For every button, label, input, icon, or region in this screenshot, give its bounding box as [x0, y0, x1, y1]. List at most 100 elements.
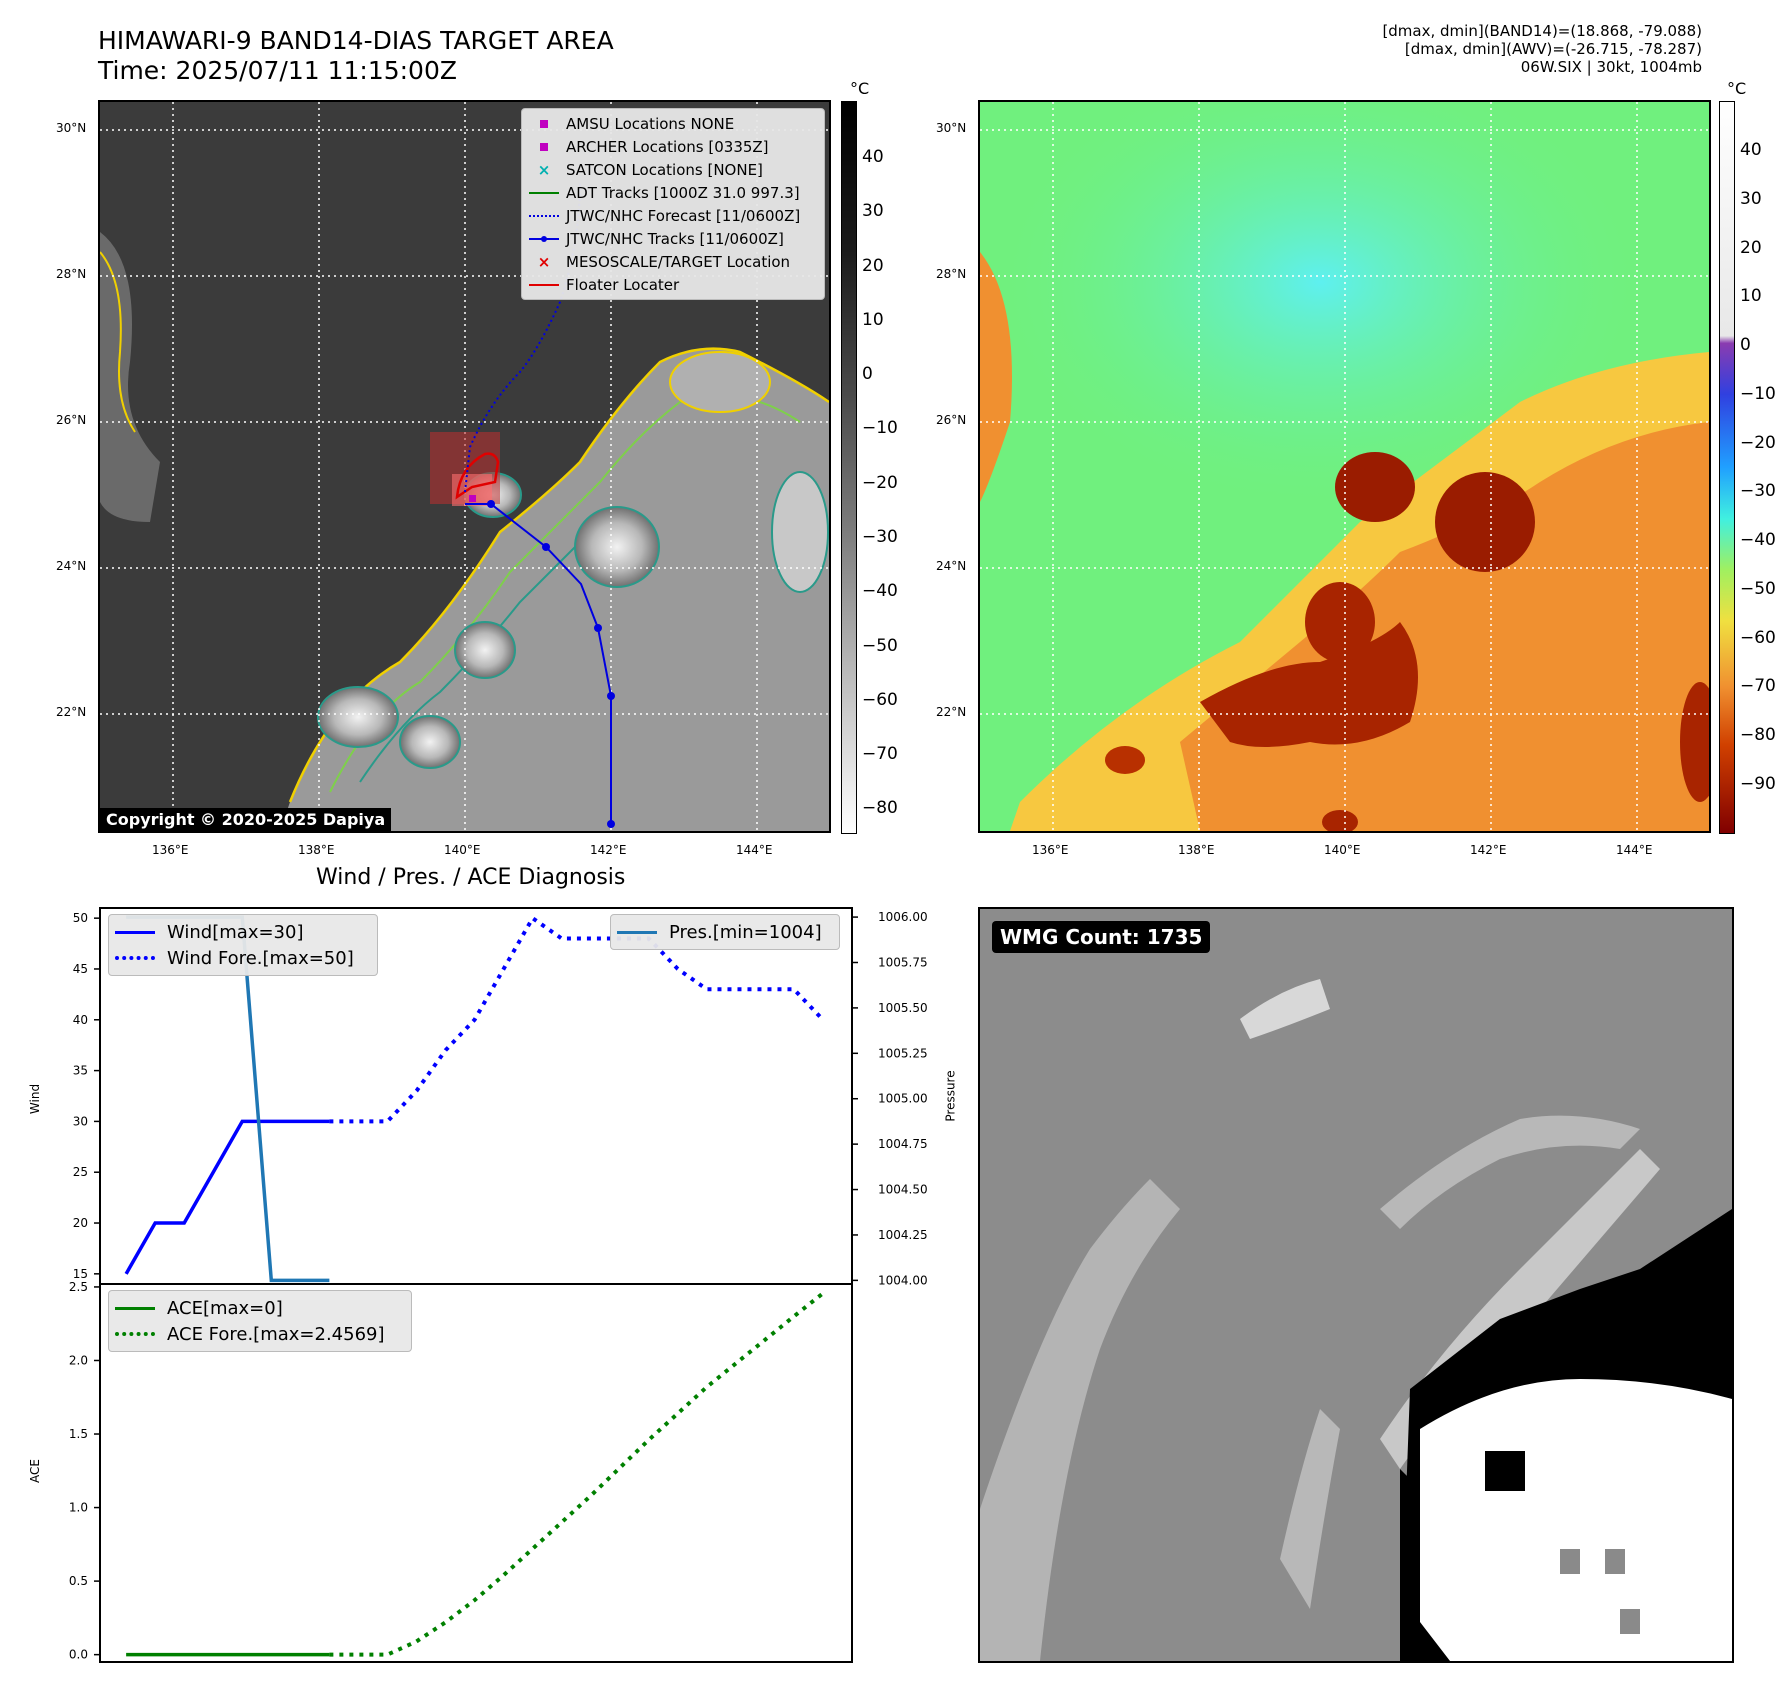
awv-cb-tick: 30: [1740, 189, 1762, 209]
ir-lat-label: 24°N: [56, 559, 87, 573]
ir-colorbar-unit: °C: [850, 79, 870, 98]
y-tick-label: 1005.50: [878, 1001, 928, 1015]
awv-map-imagery: [980, 102, 1709, 831]
legend-pressure: Pres.[min=1004]: [617, 919, 833, 945]
awv-cb-tick: −10: [1740, 384, 1776, 404]
forecast-track: [464, 181, 581, 493]
pressure-y-ticks: 1004.00 1004.25 1004.50 1004.75 1005.00 1005.…: [852, 910, 928, 1287]
y-tick-label: 1004.00: [878, 1273, 928, 1287]
awv-lat-label: 24°N: [936, 559, 967, 573]
ir-cb-tick: −70: [862, 744, 898, 764]
ir-cb-tick: −30: [862, 527, 898, 547]
legend-amsu: AMSU Locations NONE: [522, 112, 824, 135]
legend-ace-fore: ACE Fore.[max=2.4569]: [115, 1321, 405, 1347]
ir-cb-tick: 20: [862, 256, 884, 276]
floater-locater: [455, 452, 500, 500]
ir-cb-tick: −20: [862, 473, 898, 493]
awv-map: [978, 100, 1711, 833]
wind-legend: Wind[max=30] Wind Fore.[max=50]: [108, 914, 378, 976]
figure-title-line1: HIMAWARI-9 BAND14-DIAS TARGET AREA: [98, 26, 614, 55]
awv-cb-tick: −50: [1740, 579, 1776, 599]
ace-axes: [99, 1283, 853, 1663]
y-tick-label: 45: [73, 962, 88, 976]
ir-cb-tick: −60: [862, 690, 898, 710]
wmg-imagery: [980, 909, 1732, 1661]
ir-cb-tick: −10: [862, 418, 898, 438]
awv-cb-tick: 0: [1740, 335, 1751, 355]
ir-lat-label: 30°N: [56, 121, 87, 135]
y-tick-label: 1.0: [69, 1501, 88, 1515]
ir-lon-label: 144°E: [736, 843, 773, 857]
figure-title-line2: Time: 2025/07/11 11:15:00Z: [98, 56, 457, 85]
awv-cb-tick: −80: [1740, 725, 1776, 745]
y-tick-label: 20: [73, 1216, 88, 1230]
y-tick-label: 1.5: [69, 1427, 88, 1441]
ace-ylabel: ACE: [27, 1459, 42, 1483]
legend-ace: ACE[max=0]: [115, 1295, 405, 1321]
info-line3: 06W.SIX | 30kt, 1004mb: [1520, 58, 1702, 76]
y-tick-label: 2.5: [69, 1280, 88, 1294]
legend-target: × MESOSCALE/TARGET Location: [537, 252, 791, 271]
legend-forecast: JTWC/NHC Forecast [11/0600Z]: [522, 204, 824, 227]
ir-cb-tick: 40: [862, 147, 884, 167]
wmg-count-label: WMG Count: 1735: [992, 921, 1211, 953]
ir-cb-tick: −50: [862, 636, 898, 656]
ir-lat-label: 28°N: [56, 267, 87, 281]
info-line2: [dmax, dmin](AWV)=(-26.715, -78.287): [1404, 40, 1702, 58]
awv-cb-tick: −20: [1740, 433, 1776, 453]
pressure-ylabel: Pressure: [943, 1070, 958, 1122]
awv-cb-tick: −60: [1740, 628, 1776, 648]
info-text: [dmax, dmin](BAND14)=(18.868, -79.088) […: [1382, 22, 1702, 76]
y-tick-label: 1004.50: [878, 1183, 928, 1197]
ir-lat-label: 22°N: [56, 705, 87, 719]
archer-location: [469, 495, 476, 502]
awv-cb-tick: −30: [1740, 481, 1776, 501]
y-tick-label: 25: [73, 1165, 88, 1179]
ir-lon-label: 138°E: [298, 843, 335, 857]
y-tick-label: 1004.25: [878, 1228, 928, 1242]
awv-lon-label: 136°E: [1032, 843, 1069, 857]
legend-wind: Wind[max=30]: [115, 919, 371, 945]
awv-lon-label: 138°E: [1178, 843, 1215, 857]
awv-lon-label: 142°E: [1470, 843, 1507, 857]
y-tick-label: 1006.00: [878, 910, 928, 924]
series-line: [329, 915, 825, 1124]
legend-archer: ARCHER Locations [0335Z]: [522, 135, 824, 158]
ace-y-ticks: 0.0 0.5 1.0 1.5 2.0 2.5: [69, 1280, 100, 1662]
y-tick-label: 35: [73, 1064, 88, 1078]
awv-cb-tick: −90: [1740, 774, 1776, 794]
awv-cb-tick: 40: [1740, 140, 1762, 160]
ir-map-imagery: [100, 102, 829, 831]
ir-cb-tick: 10: [862, 310, 884, 330]
ir-lat-label: 26°N: [56, 413, 87, 427]
ir-colorbar: [841, 101, 857, 834]
awv-cb-tick: −40: [1740, 530, 1776, 550]
series-line: [124, 1119, 330, 1275]
ir-lon-label: 142°E: [590, 843, 627, 857]
ace-series: [126, 1291, 825, 1657]
awv-colorbar: [1719, 101, 1735, 834]
series-line: [329, 1291, 825, 1657]
awv-cb-tick: 10: [1740, 286, 1762, 306]
info-line1: [dmax, dmin](BAND14)=(18.868, -79.088): [1382, 22, 1702, 40]
ir-cb-tick: 0: [862, 364, 873, 384]
y-tick-label: 1005.25: [878, 1046, 928, 1060]
y-tick-label: 15: [73, 1267, 88, 1281]
awv-lat-label: 26°N: [936, 413, 967, 427]
y-tick-label: 50: [73, 911, 88, 925]
wind-y-ticks: 15 20 25 30 35 40 45 50: [73, 911, 100, 1281]
diagnosis-title: Wind / Pres. / ACE Diagnosis: [316, 865, 626, 890]
map-legend: AMSU Locations NONE ARCHER Locations [03…: [521, 108, 825, 300]
ir-satellite-map: AMSU Locations NONE ARCHER Locations [03…: [98, 100, 831, 833]
pressure-legend: Pres.[min=1004]: [610, 914, 840, 950]
y-tick-label: 1004.75: [878, 1137, 928, 1151]
y-tick-label: 40: [73, 1013, 88, 1027]
awv-cb-tick: −70: [1740, 676, 1776, 696]
wmg-panel: WMG Count: 1735: [978, 907, 1734, 1663]
y-tick-label: 1005.00: [878, 1092, 928, 1106]
awv-lon-label: 140°E: [1324, 843, 1361, 857]
legend-wind-fore: Wind Fore.[max=50]: [115, 945, 371, 971]
ir-lon-label: 140°E: [444, 843, 481, 857]
ir-lon-label: 136°E: [152, 843, 189, 857]
